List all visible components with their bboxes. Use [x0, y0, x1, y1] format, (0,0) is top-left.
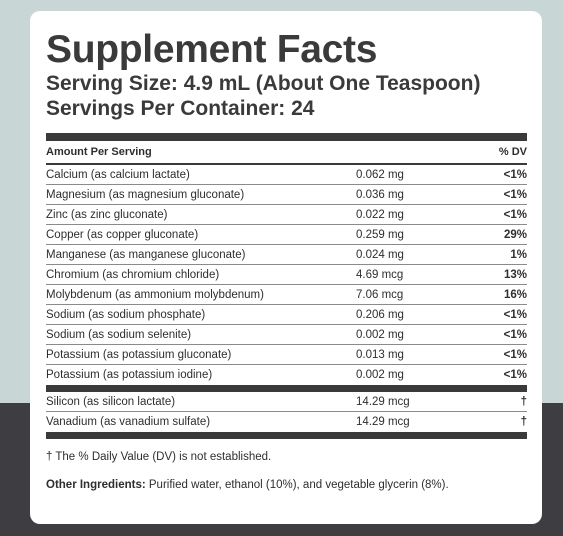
table-row: Potassium (as potassium gluconate) 0.013 … [46, 345, 527, 365]
nutrient-name: Chromium (as chromium chloride) [46, 268, 220, 281]
nutrient-amount: 7.06 mcg [356, 288, 404, 301]
nutrient-dv: † [520, 416, 527, 428]
nutrient-dv: <1% [503, 369, 527, 381]
nutrient-amount: 0.022 mg [356, 208, 404, 221]
nutrient-dv: 16% [503, 288, 527, 301]
nutrient-name: Potassium (as potassium gluconate) [46, 348, 232, 361]
table-row: Calcium (as calcium lactate) 0.062 mg <1% [46, 165, 527, 185]
label-title: Supplement Facts [46, 28, 378, 71]
header-amount: Amount Per Serving [46, 146, 152, 158]
nutrient-amount: 0.002 mg [356, 369, 404, 381]
nutrient-amount: 0.036 mg [356, 188, 404, 201]
table-row: Sodium (as sodium phosphate) 0.206 mg <1% [46, 305, 527, 325]
servings-per-container: Servings Per Container: 24 [46, 97, 315, 120]
table-header: Amount Per Serving % DV [46, 141, 527, 165]
nutrient-dv: <1% [503, 168, 527, 181]
table-row: Manganese (as manganese gluconate) 0.024 … [46, 245, 527, 265]
nutrient-name: Potassium (as potassium iodine) [46, 369, 213, 381]
nutrient-dv: <1% [503, 328, 527, 341]
nutrient-name: Vanadium (as vanadium sulfate) [46, 416, 211, 428]
nutrient-amount: 0.002 mg [356, 328, 404, 341]
supplement-facts-panel: Supplement Facts Serving Size: 4.9 mL (A… [30, 11, 542, 524]
divider-thick [46, 133, 527, 141]
nutrient-dv: 1% [510, 248, 527, 261]
table-row: Copper (as copper gluconate) 0.259 mg 29% [46, 225, 527, 245]
nutrient-name: Calcium (as calcium lactate) [46, 168, 190, 181]
nutrient-name: Sodium (as sodium selenite) [46, 328, 192, 341]
table-row: Silicon (as silicon lactate) 14.29 mcg † [46, 392, 527, 412]
nutrient-list: Calcium (as calcium lactate) 0.062 mg <1% M… [46, 165, 527, 385]
nutrient-amount: 14.29 mcg [356, 416, 410, 428]
divider-bottom [46, 432, 527, 439]
nutrient-amount: 0.024 mg [356, 248, 404, 261]
nutrient-name: Magnesium (as magnesium gluconate) [46, 188, 245, 201]
other-ingredients: Other Ingredients: Purified water, ethan… [46, 479, 527, 491]
nutrient-name: Zinc (as zinc gluconate) [46, 208, 168, 221]
nutrient-amount: 0.206 mg [356, 308, 404, 321]
header-dv: % DV [498, 146, 527, 158]
nutrient-dv: † [520, 395, 527, 408]
nutrient-name: Copper (as copper gluconate) [46, 228, 199, 241]
nutrient-amount: 4.69 mcg [356, 268, 404, 281]
nutrient-name: Sodium (as sodium phosphate) [46, 308, 206, 321]
other-nutrient-list: Silicon (as silicon lactate) 14.29 mcg † Va… [46, 392, 527, 432]
table-row: Molybdenum (as ammonium molybdenum) 7.06 … [46, 285, 527, 305]
nutrient-dv: <1% [503, 208, 527, 221]
nutrient-name: Silicon (as silicon lactate) [46, 395, 176, 408]
nutrient-dv: <1% [503, 348, 527, 361]
nutrient-name: Manganese (as manganese gluconate) [46, 248, 246, 261]
nutrient-dv: <1% [503, 308, 527, 321]
nutrient-name: Molybdenum (as ammonium molybdenum) [46, 288, 264, 301]
footnote: † The % Daily Value (DV) is not establis… [46, 451, 272, 463]
table-row: Chromium (as chromium chloride) 4.69 mcg 1… [46, 265, 527, 285]
nutrient-amount: 14.29 mcg [356, 395, 410, 408]
nutrient-dv: 13% [503, 268, 527, 281]
nutrient-dv: 29% [503, 228, 527, 241]
other-ingredients-label: Other Ingredients: [46, 479, 146, 491]
table-row: Potassium (as potassium iodine) 0.002 mg <… [46, 365, 527, 385]
nutrient-amount: 0.013 mg [356, 348, 404, 361]
divider-mid [46, 385, 527, 392]
nutrient-dv: <1% [503, 188, 527, 201]
table-row: Magnesium (as magnesium gluconate) 0.036 … [46, 185, 527, 205]
table-row: Zinc (as zinc gluconate) 0.022 mg <1% [46, 205, 527, 225]
nutrient-amount: 0.062 mg [356, 168, 404, 181]
serving-size: Serving Size: 4.9 mL (About One Teaspoon… [46, 72, 481, 95]
other-ingredients-text: Purified water, ethanol (10%), and veget… [145, 479, 449, 491]
table-row: Vanadium (as vanadium sulfate) 14.29 mcg † [46, 412, 527, 432]
nutrient-amount: 0.259 mg [356, 228, 404, 241]
table-row: Sodium (as sodium selenite) 0.002 mg <1% [46, 325, 527, 345]
